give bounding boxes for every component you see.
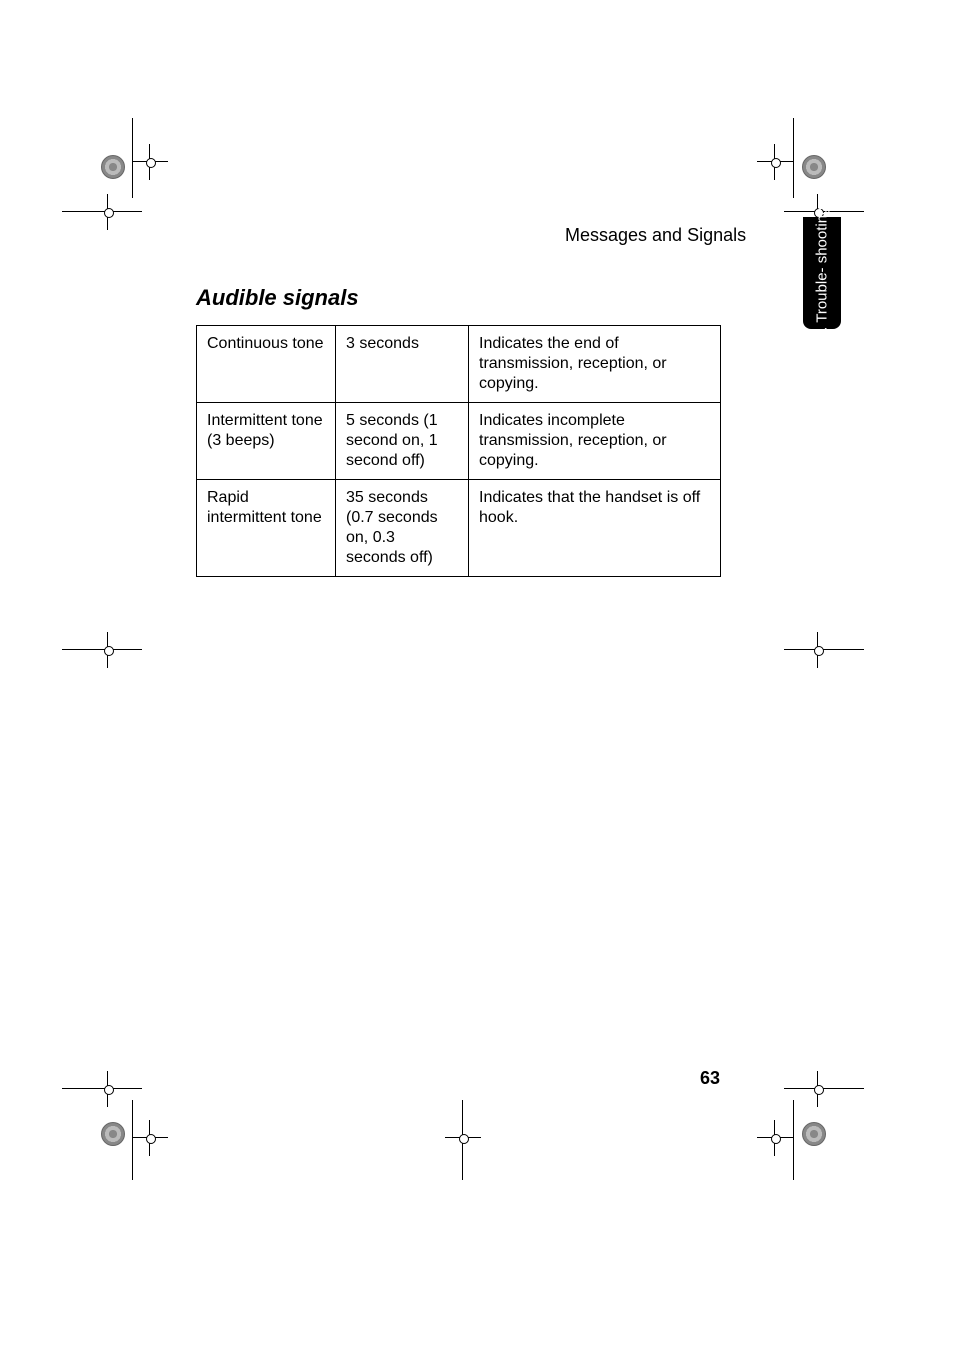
table-row: Continuous tone 3 seconds Indicates the … (197, 326, 721, 403)
registration-dot (802, 155, 826, 179)
table-cell: Indicates the end of transmission, recep… (469, 326, 721, 403)
crosshair-icon (763, 150, 787, 174)
section-title: Audible signals (196, 285, 359, 311)
chapter-tab: 8. Trouble- shooting (803, 217, 841, 329)
page-number: 63 (700, 1068, 720, 1089)
crop-mark (132, 1100, 133, 1180)
crop-mark (132, 118, 133, 198)
table-cell: Intermittent tone (3 beeps) (197, 403, 336, 480)
crop-mark (793, 118, 794, 198)
table-row: Rapid intermittent tone 35 seconds (0.7 … (197, 480, 721, 577)
page: Messages and Signals 8. Trouble- shootin… (0, 0, 954, 1351)
crosshair-icon (138, 150, 162, 174)
registration-dot (101, 155, 125, 179)
registration-dot (101, 1122, 125, 1146)
table-cell: Indicates that the handset is off hook. (469, 480, 721, 577)
crosshair-icon (96, 1077, 120, 1101)
crop-mark (793, 1100, 794, 1180)
crosshair-icon (96, 638, 120, 662)
registration-dot (802, 1122, 826, 1146)
running-header: Messages and Signals (565, 225, 746, 246)
table-cell: Continuous tone (197, 326, 336, 403)
crosshair-icon (96, 200, 120, 224)
chapter-tab-label: 8. Trouble- shooting (814, 207, 830, 340)
crosshair-icon (763, 1126, 787, 1150)
crosshair-icon (806, 638, 830, 662)
table-cell: 3 seconds (336, 326, 469, 403)
table-cell: 35 seconds (0.7 seconds on, 0.3 seconds … (336, 480, 469, 577)
crosshair-icon (806, 1077, 830, 1101)
table-cell: Rapid intermittent tone (197, 480, 336, 577)
crosshair-icon (451, 1126, 475, 1150)
table-cell: 5 seconds (1 second on, 1 second off) (336, 403, 469, 480)
table-cell: Indicates incomplete transmission, recep… (469, 403, 721, 480)
signals-table: Continuous tone 3 seconds Indicates the … (196, 325, 721, 577)
crosshair-icon (138, 1126, 162, 1150)
table-row: Intermittent tone (3 beeps) 5 seconds (1… (197, 403, 721, 480)
